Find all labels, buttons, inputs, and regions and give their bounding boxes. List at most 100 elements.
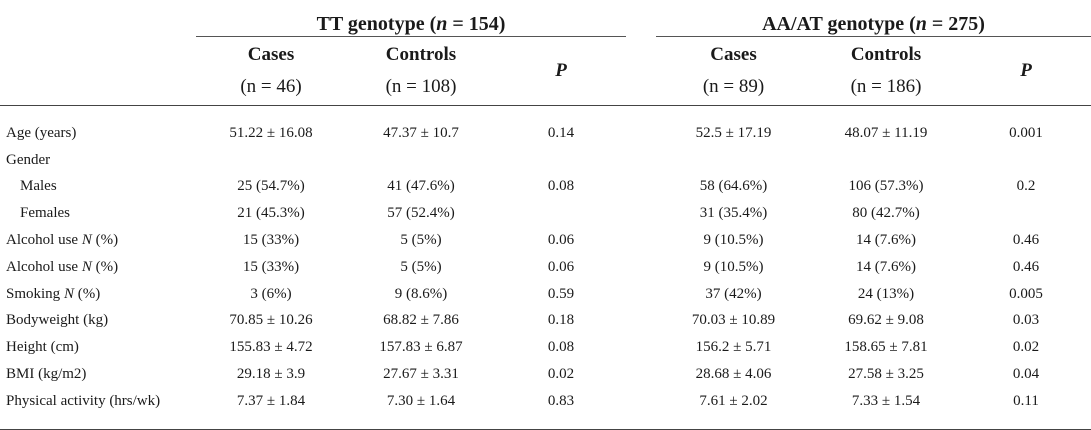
aa-cases-header: Cases (n = 89) bbox=[656, 36, 812, 106]
column-header-row: Cases (n = 46) Controls (n = 108) P Cases(… bbox=[0, 36, 1091, 106]
table-row: Females 21 (45.3%) 57 (52.4%) 31 (35.4%) 80 … bbox=[0, 200, 1091, 227]
cell-tt-p: 0.06 bbox=[547, 232, 575, 249]
cell-tt-controls bbox=[346, 147, 496, 174]
table-row: Bodyweight (kg) 70.85 ± 10.26 68.82 ± 7.86… bbox=[0, 308, 1091, 335]
cell-tt-controls: 5 (5%) bbox=[400, 258, 442, 275]
cell-aa-cases: 37 (42%) bbox=[705, 285, 762, 302]
cell-aa-controls: 80 (42.7%) bbox=[852, 205, 920, 222]
cell-tt-cases bbox=[196, 147, 346, 174]
table-body: Age (years) 51.22 ± 16.08 47.37 ± 10.7 0.14… bbox=[0, 106, 1091, 430]
table-row: Age (years) 51.22 ± 16.08 47.37 ± 10.7 0.14… bbox=[0, 106, 1091, 147]
cell-aa-controls: 158.65 ± 7.81 bbox=[844, 339, 928, 356]
cell-aa-p: 0.005 bbox=[1009, 285, 1043, 302]
table-row: Males 25 (54.7%) 41 (47.6%) 0.08 58 (64.6%) 1… bbox=[0, 174, 1091, 201]
cell-aa-cases: 70.03 ± 10.89 bbox=[691, 312, 776, 329]
cell-tt-p: 0.18 bbox=[547, 312, 575, 329]
cell-aa-controls: 106 (57.3%) bbox=[848, 178, 924, 195]
row-label: Gender bbox=[6, 151, 51, 168]
cell-tt-cases: 51.22 ± 16.08 bbox=[229, 124, 313, 141]
cell-tt-cases: 70.85 ± 10.26 bbox=[229, 312, 313, 329]
cell-tt-controls: 157.83 ± 6.87 bbox=[379, 339, 463, 356]
cell-tt-controls: 47.37 ± 10.7 bbox=[383, 124, 459, 141]
cell-aa-p bbox=[961, 200, 1091, 227]
cell-aa-controls: 69.62 ± 9.08 bbox=[848, 312, 924, 329]
cell-tt-cases: 21 (45.3%) bbox=[237, 205, 305, 222]
cell-aa-p: 0.46 bbox=[1012, 258, 1040, 275]
table-row: Physical activity (hrs/wk) 7.37 ± 1.84 7.3… bbox=[0, 387, 1091, 430]
cell-tt-controls: 27.67 ± 3.31 bbox=[383, 366, 459, 383]
row-label: Females bbox=[20, 205, 70, 222]
cell-aa-p: 0.11 bbox=[961, 387, 1091, 430]
aa-controls-header: Controls (n = 186) bbox=[811, 36, 962, 106]
cell-tt-controls: 68.82 ± 7.86 bbox=[383, 312, 459, 329]
row-label: Alcohol use N (%) bbox=[6, 232, 119, 249]
cell-tt-p bbox=[496, 200, 626, 227]
group-header-row: TT genotype (n = 154) AA/AT genotype (n … bbox=[0, 0, 1091, 37]
table-row: Alcohol use N (%) 15 (33%) 5 (5%) 0.06 9 (10… bbox=[0, 227, 1091, 254]
cell-tt-p: 0.02 bbox=[547, 366, 575, 383]
cell-tt-controls: 9 (8.6%) bbox=[394, 285, 448, 302]
cell-aa-controls: 48.07 ± 11.19 bbox=[844, 124, 928, 141]
row-label: Height (cm) bbox=[6, 339, 79, 356]
cell-tt-cases: 29.18 ± 3.9 bbox=[236, 366, 306, 383]
cell-tt-cases: 3 (6%) bbox=[250, 285, 292, 302]
row-label: Alcohol use N (%) bbox=[6, 258, 119, 275]
table-row: Gender bbox=[0, 147, 1091, 174]
cell-aa-controls bbox=[811, 147, 961, 174]
cell-tt-p bbox=[496, 147, 626, 174]
cell-tt-p: 0.14 bbox=[547, 124, 575, 141]
cell-aa-p: 0.03 bbox=[1012, 312, 1040, 329]
cell-aa-cases: 31 (35.4%) bbox=[699, 205, 768, 222]
cell-tt-cases: 15 (33%) bbox=[242, 232, 300, 249]
row-label: Age (years) bbox=[6, 124, 77, 141]
cell-tt-controls: 7.30 ± 1.64 bbox=[346, 387, 496, 430]
row-label: Bodyweight (kg) bbox=[6, 312, 109, 329]
cell-aa-p: 0.46 bbox=[1012, 232, 1040, 249]
cell-tt-cases: 25 (54.7%) bbox=[237, 178, 305, 195]
row-label: Males bbox=[20, 178, 57, 195]
cell-tt-p: 0.59 bbox=[547, 285, 575, 302]
tt-p-header: P bbox=[496, 36, 627, 106]
cell-tt-p: 0.08 bbox=[547, 178, 575, 195]
cell-tt-cases: 15 (33%) bbox=[242, 258, 300, 275]
cell-tt-p: 0.08 bbox=[547, 339, 575, 356]
cell-aa-controls: 7.33 ± 1.54 bbox=[811, 387, 962, 430]
tt-cases-header: Cases (n = 46) bbox=[196, 36, 346, 106]
cell-aa-p: 0.02 bbox=[1012, 339, 1040, 356]
tt-controls-header: Controls (n = 108) bbox=[346, 36, 496, 106]
cell-aa-cases: 52.5 ± 17.19 bbox=[695, 124, 772, 141]
cell-aa-p bbox=[961, 147, 1091, 174]
variable-column-header bbox=[0, 36, 196, 106]
table-row: Smoking N (%) 3 (6%) 9 (8.6%) 0.59 37 (42%) 2… bbox=[0, 281, 1091, 308]
cell-tt-controls: 41 (47.6%) bbox=[387, 178, 455, 195]
table-row: BMI (kg/m2) 29.18 ± 3.9 27.67 ± 3.31 0.02 28… bbox=[0, 361, 1091, 388]
row-label: Physical activity (hrs/wk) bbox=[0, 387, 196, 430]
cell-aa-controls: 24 (13%) bbox=[857, 285, 915, 302]
cell-tt-controls: 57 (52.4%) bbox=[387, 205, 455, 222]
aa-p-header: P bbox=[961, 36, 1091, 106]
table-row: Height (cm) 155.83 ± 4.72 157.83 ± 6.87 0.0… bbox=[0, 334, 1091, 361]
cell-tt-cases: 155.83 ± 4.72 bbox=[229, 339, 313, 356]
cell-aa-p: 0.001 bbox=[1009, 124, 1043, 141]
cell-aa-cases: 9 (10.5%) bbox=[703, 258, 764, 275]
tt-genotype-header: TT genotype (n = 154) bbox=[196, 0, 627, 37]
cell-aa-cases: 7.61 ± 2.02 bbox=[656, 387, 812, 430]
cell-aa-controls: 14 (7.6%) bbox=[856, 258, 917, 275]
aa-at-genotype-header: AA/AT genotype (n = 275) bbox=[656, 0, 1091, 37]
cell-aa-p: 0.2 bbox=[1016, 178, 1036, 195]
cell-aa-p: 0.04 bbox=[1012, 366, 1040, 383]
cell-aa-controls: 27.58 ± 3.25 bbox=[848, 366, 924, 383]
cell-aa-cases: 58 (64.6%) bbox=[699, 178, 768, 195]
cell-tt-p: 0.83 bbox=[496, 387, 627, 430]
cell-aa-cases: 9 (10.5%) bbox=[703, 232, 764, 249]
cell-aa-cases bbox=[656, 147, 811, 174]
row-label: Smoking N (%) bbox=[6, 285, 101, 302]
cell-aa-cases: 156.2 ± 5.71 bbox=[695, 339, 772, 356]
cell-tt-cases: 7.37 ± 1.84 bbox=[196, 387, 346, 430]
cell-aa-controls: 14 (7.6%) bbox=[856, 232, 917, 249]
cell-tt-controls: 5 (5%) bbox=[400, 232, 442, 249]
cell-tt-p: 0.06 bbox=[547, 258, 575, 275]
row-label: BMI (kg/m2) bbox=[6, 366, 87, 383]
